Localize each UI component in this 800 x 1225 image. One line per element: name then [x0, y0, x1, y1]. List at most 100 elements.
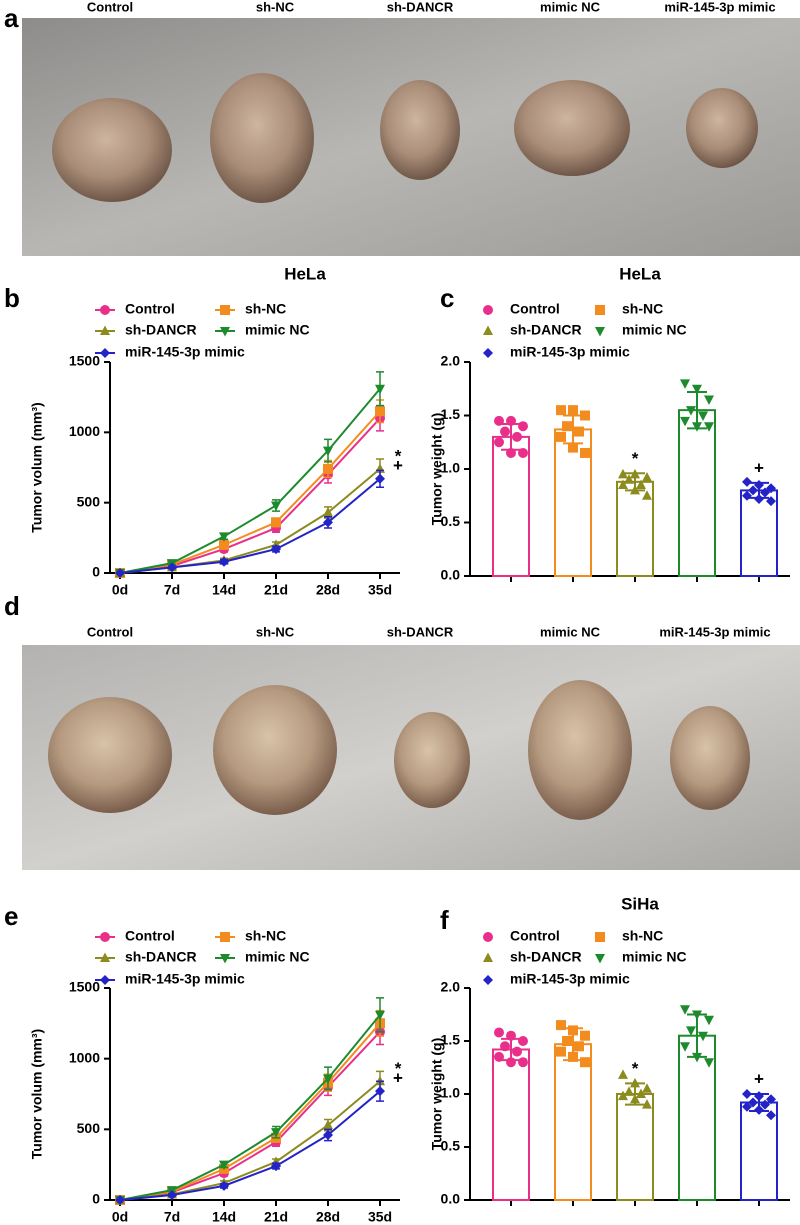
tumor — [686, 88, 758, 168]
marker — [219, 532, 229, 542]
series-line — [119, 388, 381, 574]
chart-title: HeLa — [284, 264, 326, 283]
marker — [595, 932, 605, 942]
marker — [760, 487, 770, 498]
chart-title: SiHa — [621, 894, 659, 913]
marker — [375, 1086, 385, 1097]
legend-label: miR-145-3p mimic — [510, 971, 630, 987]
marker — [323, 446, 333, 457]
x-tick-label: 21d — [264, 1209, 288, 1225]
x-tick-label: 28d — [316, 582, 340, 598]
marker — [323, 1119, 333, 1130]
tumor — [213, 685, 337, 815]
marker — [483, 952, 493, 962]
marker — [271, 517, 281, 528]
x-tick-label: 7d — [164, 582, 180, 598]
legend-label: miR-145-3p mimic — [510, 344, 630, 360]
legend-label: miR-145-3p mimic — [125, 344, 245, 360]
marker — [580, 410, 590, 421]
marker — [100, 932, 110, 942]
annotation: + — [393, 456, 403, 475]
panel-label: e — [4, 901, 18, 931]
marker — [642, 1099, 652, 1109]
x-tick-label: 28d — [316, 1209, 340, 1225]
x-tick-label: 0d — [112, 1209, 128, 1225]
series-line — [119, 1014, 381, 1201]
marker — [704, 395, 714, 405]
marker — [642, 490, 652, 500]
x-tick-label: 14d — [212, 1209, 236, 1225]
marker — [580, 1030, 590, 1041]
tumor — [670, 706, 750, 810]
marker — [483, 348, 493, 358]
marker — [518, 1036, 528, 1046]
marker — [375, 406, 385, 417]
y-tick-label: 1.5 — [441, 406, 461, 422]
marker — [680, 379, 690, 389]
legend-label: sh-NC — [622, 928, 663, 944]
y-tick-label: 0.5 — [441, 1138, 461, 1154]
photo-label: Control — [87, 0, 133, 14]
x-tick-label: 35d — [368, 582, 392, 598]
marker — [219, 539, 229, 550]
bar — [492, 1048, 530, 1201]
marker — [167, 1190, 177, 1201]
error-bar — [749, 481, 769, 499]
legend-label: Control — [125, 301, 175, 317]
error-bar — [749, 1093, 769, 1112]
marker — [562, 421, 572, 432]
photo-label: mimic NC — [540, 624, 601, 639]
tumor — [394, 712, 470, 808]
marker — [742, 1089, 752, 1099]
marker — [698, 411, 708, 421]
legend-label: mimic NC — [245, 322, 310, 338]
marker — [748, 485, 758, 496]
y-tick-label: 1500 — [69, 353, 100, 369]
error-bar — [625, 1082, 645, 1106]
panel-label: f — [440, 905, 449, 935]
legend-label: sh-DANCR — [125, 322, 197, 338]
y-tick-label: 1000 — [69, 423, 100, 439]
marker — [219, 556, 229, 567]
marker — [220, 932, 230, 942]
marker — [618, 1090, 628, 1101]
marker — [595, 327, 605, 337]
y-tick-label: 0.0 — [441, 567, 461, 583]
tumor — [514, 80, 630, 176]
y-tick-label: 1000 — [69, 1049, 100, 1065]
legend-label: sh-DANCR — [510, 949, 582, 965]
bar — [616, 1093, 654, 1201]
legend-label: mimic NC — [622, 322, 687, 338]
series-line — [119, 1080, 381, 1201]
error-bar — [501, 1037, 521, 1062]
error-bar — [687, 390, 707, 430]
marker — [500, 1041, 510, 1052]
marker — [100, 305, 110, 315]
marker — [624, 474, 634, 484]
marker — [636, 479, 646, 490]
marker — [686, 406, 696, 416]
marker — [556, 1046, 566, 1057]
y-tick-label: 1.0 — [441, 1085, 461, 1101]
legend-label: Control — [510, 928, 560, 944]
x-tick-label: 0d — [112, 582, 128, 598]
marker — [483, 305, 493, 315]
photo-label: sh-NC — [256, 0, 295, 14]
panel-label: b — [4, 283, 20, 313]
marker — [323, 463, 333, 474]
marker — [568, 405, 578, 416]
panel-label: a — [4, 3, 19, 33]
marker — [636, 1088, 646, 1098]
annotation: + — [393, 1069, 403, 1088]
y-tick-label: 2.0 — [441, 353, 461, 369]
marker — [580, 447, 590, 458]
marker — [766, 1110, 776, 1121]
tumor — [52, 98, 172, 202]
bar — [678, 409, 716, 577]
marker — [219, 1180, 229, 1191]
marker — [748, 1097, 758, 1108]
legend-label: sh-NC — [245, 928, 286, 944]
marker — [323, 1074, 333, 1084]
legend-label: sh-NC — [245, 301, 286, 317]
